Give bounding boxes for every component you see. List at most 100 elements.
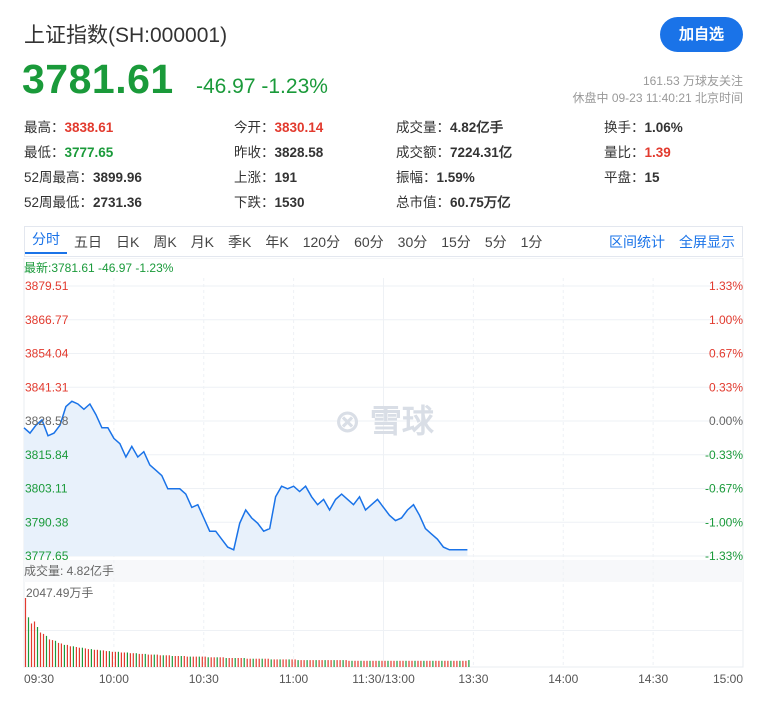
stat-item: 成交量：4.82亿手 bbox=[396, 116, 503, 136]
chart-period-tabs: 分时 五日 日K 周K 月K 季K 年K 120分 60分 30分 15分 5分 1分 区间统计 全屏显示 bbox=[24, 226, 743, 257]
tab-五日[interactable]: 五日 bbox=[74, 233, 102, 250]
price-tick: 3879.51 bbox=[25, 279, 69, 293]
stat-value: 3899.96 bbox=[93, 170, 142, 185]
stat-item: 成交额：7224.31亿 bbox=[396, 141, 512, 161]
stat-item: 换手：1.06% bbox=[604, 116, 683, 136]
price-tick: 3841.31 bbox=[25, 380, 69, 394]
tab-30分[interactable]: 30分 bbox=[397, 233, 428, 250]
stat-value: 4.82亿手 bbox=[450, 120, 504, 135]
pct-tick: -0.67% bbox=[705, 482, 743, 496]
pct-tick: -0.33% bbox=[705, 448, 743, 462]
stat-label: 平盘： bbox=[604, 170, 645, 185]
stat-label: 最高： bbox=[24, 120, 65, 135]
price-tick: 3854.04 bbox=[25, 347, 69, 361]
volume-label: 成交量: 4.82亿手 bbox=[24, 563, 114, 578]
time-tick: 14:00 bbox=[548, 672, 578, 686]
chart-legend: 最新:3781.61 -46.97 -1.23% bbox=[24, 260, 174, 275]
price-change: -46.97 -1.23% bbox=[196, 75, 328, 98]
price-area bbox=[24, 401, 468, 556]
price-tick: 3777.65 bbox=[25, 549, 69, 563]
pct-tick: 1.00% bbox=[709, 313, 743, 327]
stat-item: 昨收：3828.58 bbox=[234, 141, 323, 161]
tab-年K[interactable]: 年K bbox=[265, 233, 289, 250]
stat-item: 上涨：191 bbox=[234, 166, 297, 186]
price-tick: 3866.77 bbox=[25, 313, 69, 327]
stat-item: 52周最高：3899.96 bbox=[24, 166, 142, 186]
pct-tick: 0.67% bbox=[709, 347, 743, 361]
tab-links: 区间统计 全屏显示 bbox=[602, 232, 742, 252]
pct-tick: 1.33% bbox=[709, 279, 743, 293]
pct-tick: -1.33% bbox=[705, 549, 743, 563]
stat-label: 52周最高： bbox=[24, 170, 94, 185]
stat-label: 成交额： bbox=[396, 145, 450, 160]
pct-tick: 0.00% bbox=[709, 414, 743, 428]
add-to-watchlist-button[interactable]: 加自选 bbox=[660, 17, 743, 52]
stat-item: 平盘：15 bbox=[604, 166, 660, 186]
stat-value: 60.75万亿 bbox=[450, 195, 511, 210]
link-区间统计[interactable]: 区间统计 bbox=[609, 233, 665, 250]
stat-item: 最高：3838.61 bbox=[24, 116, 113, 136]
stat-item: 总市值：60.75万亿 bbox=[396, 191, 511, 211]
price-tick: 3828.58 bbox=[25, 414, 69, 428]
stat-label: 量比： bbox=[604, 145, 645, 160]
link-全屏显示[interactable]: 全屏显示 bbox=[679, 233, 735, 250]
stat-label: 52周最低： bbox=[24, 195, 94, 210]
stat-value: 1.59% bbox=[436, 170, 475, 185]
stat-item: 下跌：1530 bbox=[234, 191, 305, 211]
stat-label: 换手： bbox=[604, 120, 645, 135]
time-tick: 11:30/13:00 bbox=[352, 672, 415, 686]
stat-label: 昨收： bbox=[234, 145, 275, 160]
stat-label: 成交量： bbox=[396, 120, 450, 135]
stat-label: 今开： bbox=[234, 120, 275, 135]
stat-label: 总市值： bbox=[396, 195, 450, 210]
tab-日K[interactable]: 日K bbox=[116, 233, 140, 250]
current-price: 3781.61 bbox=[22, 56, 174, 102]
tab-月K[interactable]: 月K bbox=[190, 233, 215, 250]
stat-value: 3830.14 bbox=[274, 120, 324, 135]
price-tick: 3815.84 bbox=[25, 448, 69, 462]
volume-max: 2047.49万手 bbox=[26, 586, 93, 600]
tab-周K[interactable]: 周K bbox=[153, 233, 177, 250]
intraday-chart: ⊗ 雪球 3879.51 3866.77 3854.04 3841.31 3828.58 3… bbox=[23, 258, 744, 686]
tab-120分[interactable]: 120分 bbox=[302, 233, 341, 250]
time-tick: 10:00 bbox=[99, 672, 129, 686]
stock-title: 上证指数(SH:000001) bbox=[24, 24, 228, 47]
tab-5分[interactable]: 5分 bbox=[484, 233, 507, 250]
time-tick: 10:30 bbox=[189, 672, 219, 686]
time-tick: 13:30 bbox=[458, 672, 488, 686]
market-status: 休盘中 09-23 11:40:21 北京时间 bbox=[572, 91, 743, 105]
price-tick: 3790.38 bbox=[25, 515, 69, 529]
stat-value: 3828.58 bbox=[274, 145, 324, 160]
tab-1分[interactable]: 1分 bbox=[520, 233, 543, 250]
tab-季K[interactable]: 季K bbox=[228, 233, 252, 250]
stat-value: 7224.31亿 bbox=[450, 145, 513, 160]
time-tick: 14:30 bbox=[638, 672, 668, 686]
stat-label: 振幅： bbox=[396, 170, 437, 185]
stat-label: 下跌： bbox=[234, 195, 275, 210]
tab-分时[interactable]: 分时 bbox=[25, 229, 67, 254]
stat-value: 3777.65 bbox=[64, 145, 114, 160]
stat-label: 上涨： bbox=[234, 170, 275, 185]
price-tick: 3803.11 bbox=[25, 482, 68, 496]
price-line bbox=[23, 400, 468, 551]
pct-tick: 0.33% bbox=[709, 380, 743, 394]
stat-value: 1.06% bbox=[644, 120, 683, 135]
tab-15分[interactable]: 15分 bbox=[441, 233, 471, 250]
stat-value: 191 bbox=[274, 170, 298, 185]
stat-item: 振幅：1.59% bbox=[396, 166, 475, 186]
watermark: ⊗ 雪球 bbox=[334, 403, 435, 439]
stat-item: 今开：3830.14 bbox=[234, 116, 323, 136]
time-tick: 11:00 bbox=[279, 672, 308, 686]
tab-60分[interactable]: 60分 bbox=[354, 233, 384, 250]
stat-item: 52周最低：2731.36 bbox=[24, 191, 142, 211]
stat-value: 1.39 bbox=[644, 145, 671, 160]
stat-value: 2731.36 bbox=[93, 195, 142, 210]
stat-value: 1530 bbox=[274, 195, 305, 210]
stat-label: 最低： bbox=[24, 145, 65, 160]
stat-item: 最低：3777.65 bbox=[24, 141, 113, 161]
followers-count: 161.53 万球友关注 bbox=[642, 74, 743, 88]
time-tick: 09:30 bbox=[24, 672, 54, 686]
time-tick: 15:00 bbox=[713, 672, 743, 686]
stat-item: 量比：1.39 bbox=[604, 141, 671, 161]
stat-value: 15 bbox=[644, 170, 660, 185]
